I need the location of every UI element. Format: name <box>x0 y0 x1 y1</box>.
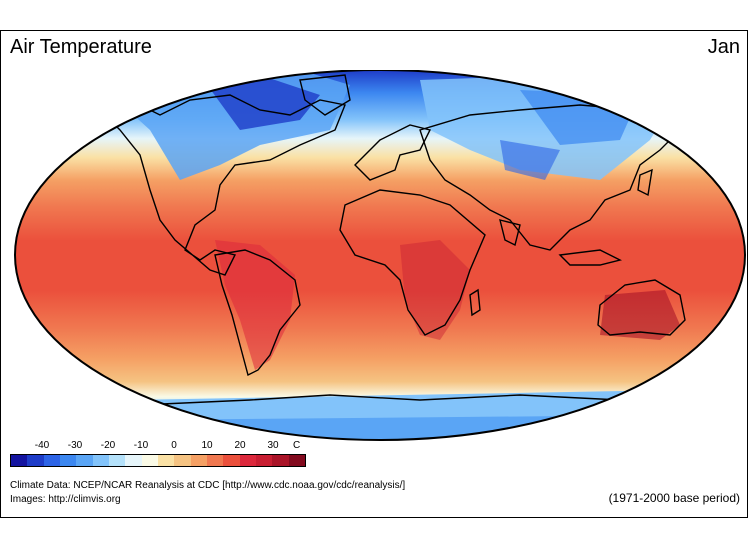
legend-tick: 20 <box>234 440 246 451</box>
legend-swatch <box>27 455 44 466</box>
legend-swatch <box>255 455 273 466</box>
legend-tick: -20 <box>100 440 116 451</box>
legend-ticks: -40 -30 -20 -10 0 10 20 30 C <box>10 440 310 456</box>
temperature-map <box>0 69 750 450</box>
color-legend: -40 -30 -20 -10 0 10 20 30 C <box>10 440 310 480</box>
legend-tick: -10 <box>133 440 149 451</box>
legend-swatch <box>288 455 305 466</box>
legend-swatch <box>239 455 256 466</box>
legend-swatch <box>141 455 158 466</box>
climate-data-credit: Climate Data: NCEP/NCAR Reanalysis at CD… <box>10 480 406 491</box>
legend-tick: -30 <box>67 440 83 451</box>
month-label: Jan <box>707 36 740 58</box>
legend-swatch <box>206 455 224 466</box>
legend-swatch <box>43 455 60 466</box>
legend-swatch <box>190 455 207 466</box>
legend-swatch <box>174 455 191 466</box>
coastlines <box>98 74 691 406</box>
legend-swatch <box>108 455 126 466</box>
legend-tick: -40 <box>34 440 50 451</box>
base-period-label: (1971-2000 base period) <box>608 491 740 505</box>
legend-swatch <box>157 455 175 466</box>
images-credit: Images: http://climvis.org <box>10 494 121 505</box>
legend-unit: C <box>293 440 301 451</box>
legend-swatch <box>272 455 289 466</box>
legend-tick: 10 <box>201 440 213 451</box>
globe-outline <box>14 69 746 441</box>
world-map <box>14 69 746 441</box>
legend-swatch <box>59 455 77 466</box>
legend-swatch <box>223 455 240 466</box>
legend-tick: 30 <box>267 440 279 451</box>
legend-swatch <box>11 455 28 466</box>
legend-swatch <box>76 455 93 466</box>
legend-tick: 0 <box>171 440 177 451</box>
legend-color-bar <box>10 454 306 467</box>
legend-swatch <box>125 455 142 466</box>
map-title: Air Temperature <box>10 36 152 58</box>
legend-swatch <box>92 455 109 466</box>
